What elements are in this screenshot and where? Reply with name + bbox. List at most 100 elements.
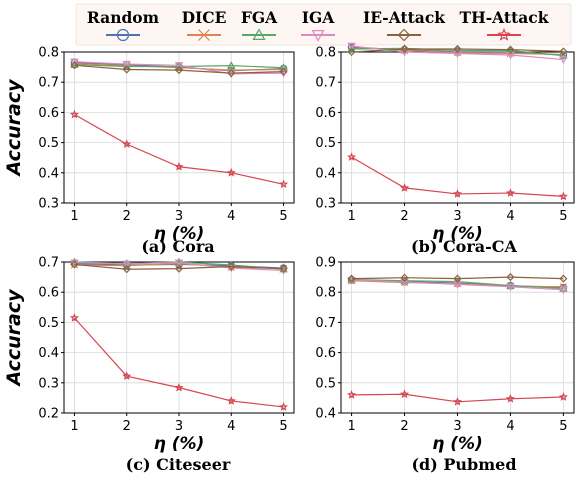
legend-marker-random bbox=[116, 28, 130, 42]
x-tick-label: 1 bbox=[347, 419, 355, 434]
legend-label-fga: FGA bbox=[241, 8, 278, 27]
legend-label-iga: IGA bbox=[302, 8, 335, 27]
series-line-ie-attack bbox=[74, 263, 284, 270]
y-tick-label: 0.4 bbox=[315, 166, 336, 181]
point-iga bbox=[506, 283, 515, 292]
series-line-th-attack bbox=[74, 113, 284, 185]
y-axis-label: Accuracy bbox=[3, 288, 25, 388]
series-th-attack bbox=[69, 109, 289, 189]
series-line-th-attack bbox=[351, 156, 564, 197]
point-ie-attack bbox=[70, 61, 79, 70]
y-tick-label: 0.3 bbox=[315, 197, 336, 212]
series-ie-attack bbox=[347, 44, 568, 57]
legend-marker-fga bbox=[252, 28, 266, 40]
x-tick-label: 3 bbox=[453, 419, 461, 434]
series-line-iga bbox=[74, 61, 284, 75]
x-tick-label: 4 bbox=[506, 209, 514, 224]
point-th-attack bbox=[226, 396, 236, 405]
legend-label-ie-attack: IE-Attack bbox=[363, 8, 445, 27]
series-line-ie-attack bbox=[74, 64, 284, 74]
legend-marker-ie-attack bbox=[397, 28, 411, 42]
y-tick-label: 0.8 bbox=[315, 46, 336, 61]
x-axis-label: η (%) bbox=[154, 224, 205, 244]
point-th-attack bbox=[122, 371, 132, 380]
y-tick-label: 0.4 bbox=[38, 166, 59, 181]
point-iga bbox=[70, 58, 79, 67]
x-tick-label: 2 bbox=[123, 209, 131, 224]
point-ie-attack bbox=[174, 264, 184, 273]
point-ie-attack bbox=[347, 47, 356, 57]
y-tick-label: 0.6 bbox=[38, 106, 59, 121]
y-tick-label: 0.7 bbox=[38, 76, 59, 91]
y-tick-label: 0.6 bbox=[315, 106, 336, 121]
point-ie-attack bbox=[559, 47, 568, 56]
point-th-attack bbox=[69, 313, 79, 322]
point-th-attack bbox=[347, 390, 357, 399]
point-fga bbox=[506, 281, 515, 289]
point-th-attack bbox=[122, 139, 132, 148]
y-tick-label: 0.8 bbox=[315, 286, 336, 301]
legend-label-dice: DICE bbox=[182, 8, 227, 27]
point-fga bbox=[559, 51, 568, 59]
point-ie-attack bbox=[70, 260, 79, 269]
x-axis-label: η (%) bbox=[432, 224, 483, 244]
series-line-th-attack bbox=[74, 317, 284, 408]
axes-frame bbox=[340, 261, 575, 414]
point-th-attack bbox=[452, 397, 463, 406]
y-tick-label: 0.8 bbox=[38, 46, 59, 61]
point-th-attack bbox=[279, 402, 289, 411]
point-th-attack bbox=[400, 183, 410, 192]
y-tick-label: 0.3 bbox=[38, 197, 59, 212]
point-iga bbox=[347, 42, 356, 51]
x-tick-label: 5 bbox=[279, 419, 287, 434]
subplot-pubmed: 0.4 0.5 0.6 0.7 0.8 0.9 1 2 3 4 5 η (%) bbox=[315, 256, 575, 454]
series-ie-attack bbox=[70, 61, 288, 78]
y-tick-label: 0.5 bbox=[38, 136, 59, 151]
point-th-attack bbox=[347, 152, 357, 161]
caption-citeseer: (c) Citeseer bbox=[126, 455, 231, 474]
x-tick-label: 2 bbox=[123, 419, 131, 434]
subplot-citeseer: 0.2 0.3 0.4 0.5 0.6 0.7 1 2 3 4 5 η (%) Accuracy bbox=[3, 256, 295, 454]
point-ie-attack bbox=[453, 274, 462, 283]
series-line-iga bbox=[351, 279, 564, 291]
y-tick-label: 0.6 bbox=[38, 286, 59, 301]
point-ie-attack bbox=[347, 274, 356, 283]
x-axis-label: η (%) bbox=[432, 434, 483, 454]
x-tick-label: 3 bbox=[175, 419, 183, 434]
legend-label-th-attack: TH-Attack bbox=[460, 8, 549, 27]
legend-marker-dice bbox=[198, 29, 210, 41]
point-ie-attack bbox=[506, 273, 515, 282]
series-line-iga bbox=[74, 262, 284, 272]
point-iga bbox=[400, 278, 409, 287]
point-ie-attack bbox=[400, 273, 409, 282]
y-axis-label: Accuracy bbox=[3, 78, 25, 178]
x-tick-label: 1 bbox=[70, 419, 78, 434]
series-line-ie-attack bbox=[351, 276, 564, 280]
point-iga bbox=[122, 60, 131, 69]
point-ie-attack bbox=[227, 69, 236, 78]
x-tick-label: 3 bbox=[453, 209, 461, 224]
subplot-cora-ca: 0.3 0.4 0.5 0.6 0.7 0.8 1 2 3 4 5 η (%) bbox=[315, 42, 575, 244]
subplot-cora: 0.3 0.4 0.5 0.6 0.7 0.8 1 2 3 4 5 η (%) Accuracy bbox=[3, 46, 295, 244]
x-tick-label: 5 bbox=[559, 419, 567, 434]
point-fga bbox=[174, 257, 184, 266]
point-iga bbox=[559, 56, 568, 64]
point-th-attack bbox=[226, 168, 236, 177]
y-tick-label: 0.7 bbox=[315, 76, 336, 91]
point-th-attack bbox=[174, 162, 184, 171]
point-ie-attack bbox=[279, 264, 288, 273]
point-fga bbox=[400, 276, 409, 284]
series-th-attack bbox=[347, 389, 568, 406]
y-tick-label: 0.5 bbox=[315, 376, 336, 391]
point-random bbox=[347, 43, 356, 52]
point-ie-attack bbox=[122, 65, 131, 74]
x-tick-label: 5 bbox=[279, 209, 287, 224]
y-tick-label: 0.5 bbox=[315, 136, 336, 151]
point-th-attack bbox=[452, 189, 463, 198]
series-line-ie-attack bbox=[351, 48, 564, 53]
point-ie-attack bbox=[279, 67, 288, 76]
axes-frame bbox=[63, 51, 295, 204]
y-tick-label: 0.5 bbox=[38, 316, 59, 331]
point-ie-attack bbox=[506, 45, 515, 54]
